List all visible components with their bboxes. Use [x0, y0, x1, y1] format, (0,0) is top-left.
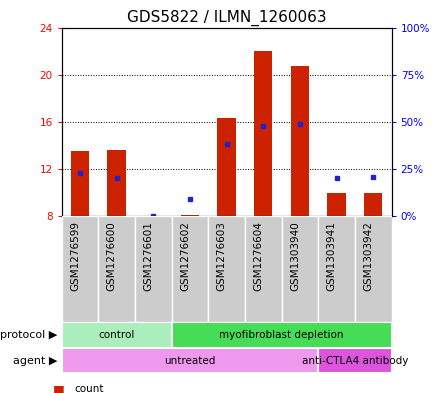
Bar — [107, 150, 126, 216]
Bar — [254, 51, 272, 216]
Text: agent ▶: agent ▶ — [13, 356, 57, 365]
Text: GSM1303940: GSM1303940 — [290, 222, 300, 291]
Title: GDS5822 / ILMN_1260063: GDS5822 / ILMN_1260063 — [127, 10, 326, 26]
Text: untreated: untreated — [164, 356, 216, 365]
Bar — [355, 216, 392, 322]
Bar — [172, 322, 392, 348]
Bar — [318, 216, 355, 322]
Text: ■: ■ — [53, 382, 65, 393]
Text: count: count — [75, 384, 104, 393]
Bar — [71, 151, 89, 216]
Bar — [62, 322, 172, 348]
Bar — [318, 348, 392, 373]
Bar — [62, 216, 98, 322]
Bar — [217, 118, 236, 216]
Text: GSM1276603: GSM1276603 — [216, 222, 227, 291]
Bar — [327, 193, 346, 216]
Text: GSM1303942: GSM1303942 — [363, 222, 373, 291]
Text: GSM1276600: GSM1276600 — [106, 222, 117, 291]
Text: myofibroblast depletion: myofibroblast depletion — [220, 330, 344, 340]
Bar — [135, 216, 172, 322]
Text: GSM1276602: GSM1276602 — [180, 222, 190, 291]
Bar — [98, 216, 135, 322]
Text: control: control — [99, 330, 135, 340]
Bar — [181, 215, 199, 216]
Bar — [172, 216, 208, 322]
Bar — [144, 215, 162, 216]
Text: GSM1276599: GSM1276599 — [70, 222, 80, 292]
Bar — [291, 66, 309, 216]
Text: anti-CTLA4 antibody: anti-CTLA4 antibody — [302, 356, 408, 365]
Text: protocol ▶: protocol ▶ — [0, 330, 57, 340]
Bar — [364, 193, 382, 216]
Bar — [208, 216, 245, 322]
Text: GSM1276601: GSM1276601 — [143, 222, 153, 291]
Text: GSM1276604: GSM1276604 — [253, 222, 263, 291]
Bar — [245, 216, 282, 322]
Bar — [62, 348, 318, 373]
Text: GSM1303941: GSM1303941 — [326, 222, 337, 291]
Bar — [282, 216, 318, 322]
